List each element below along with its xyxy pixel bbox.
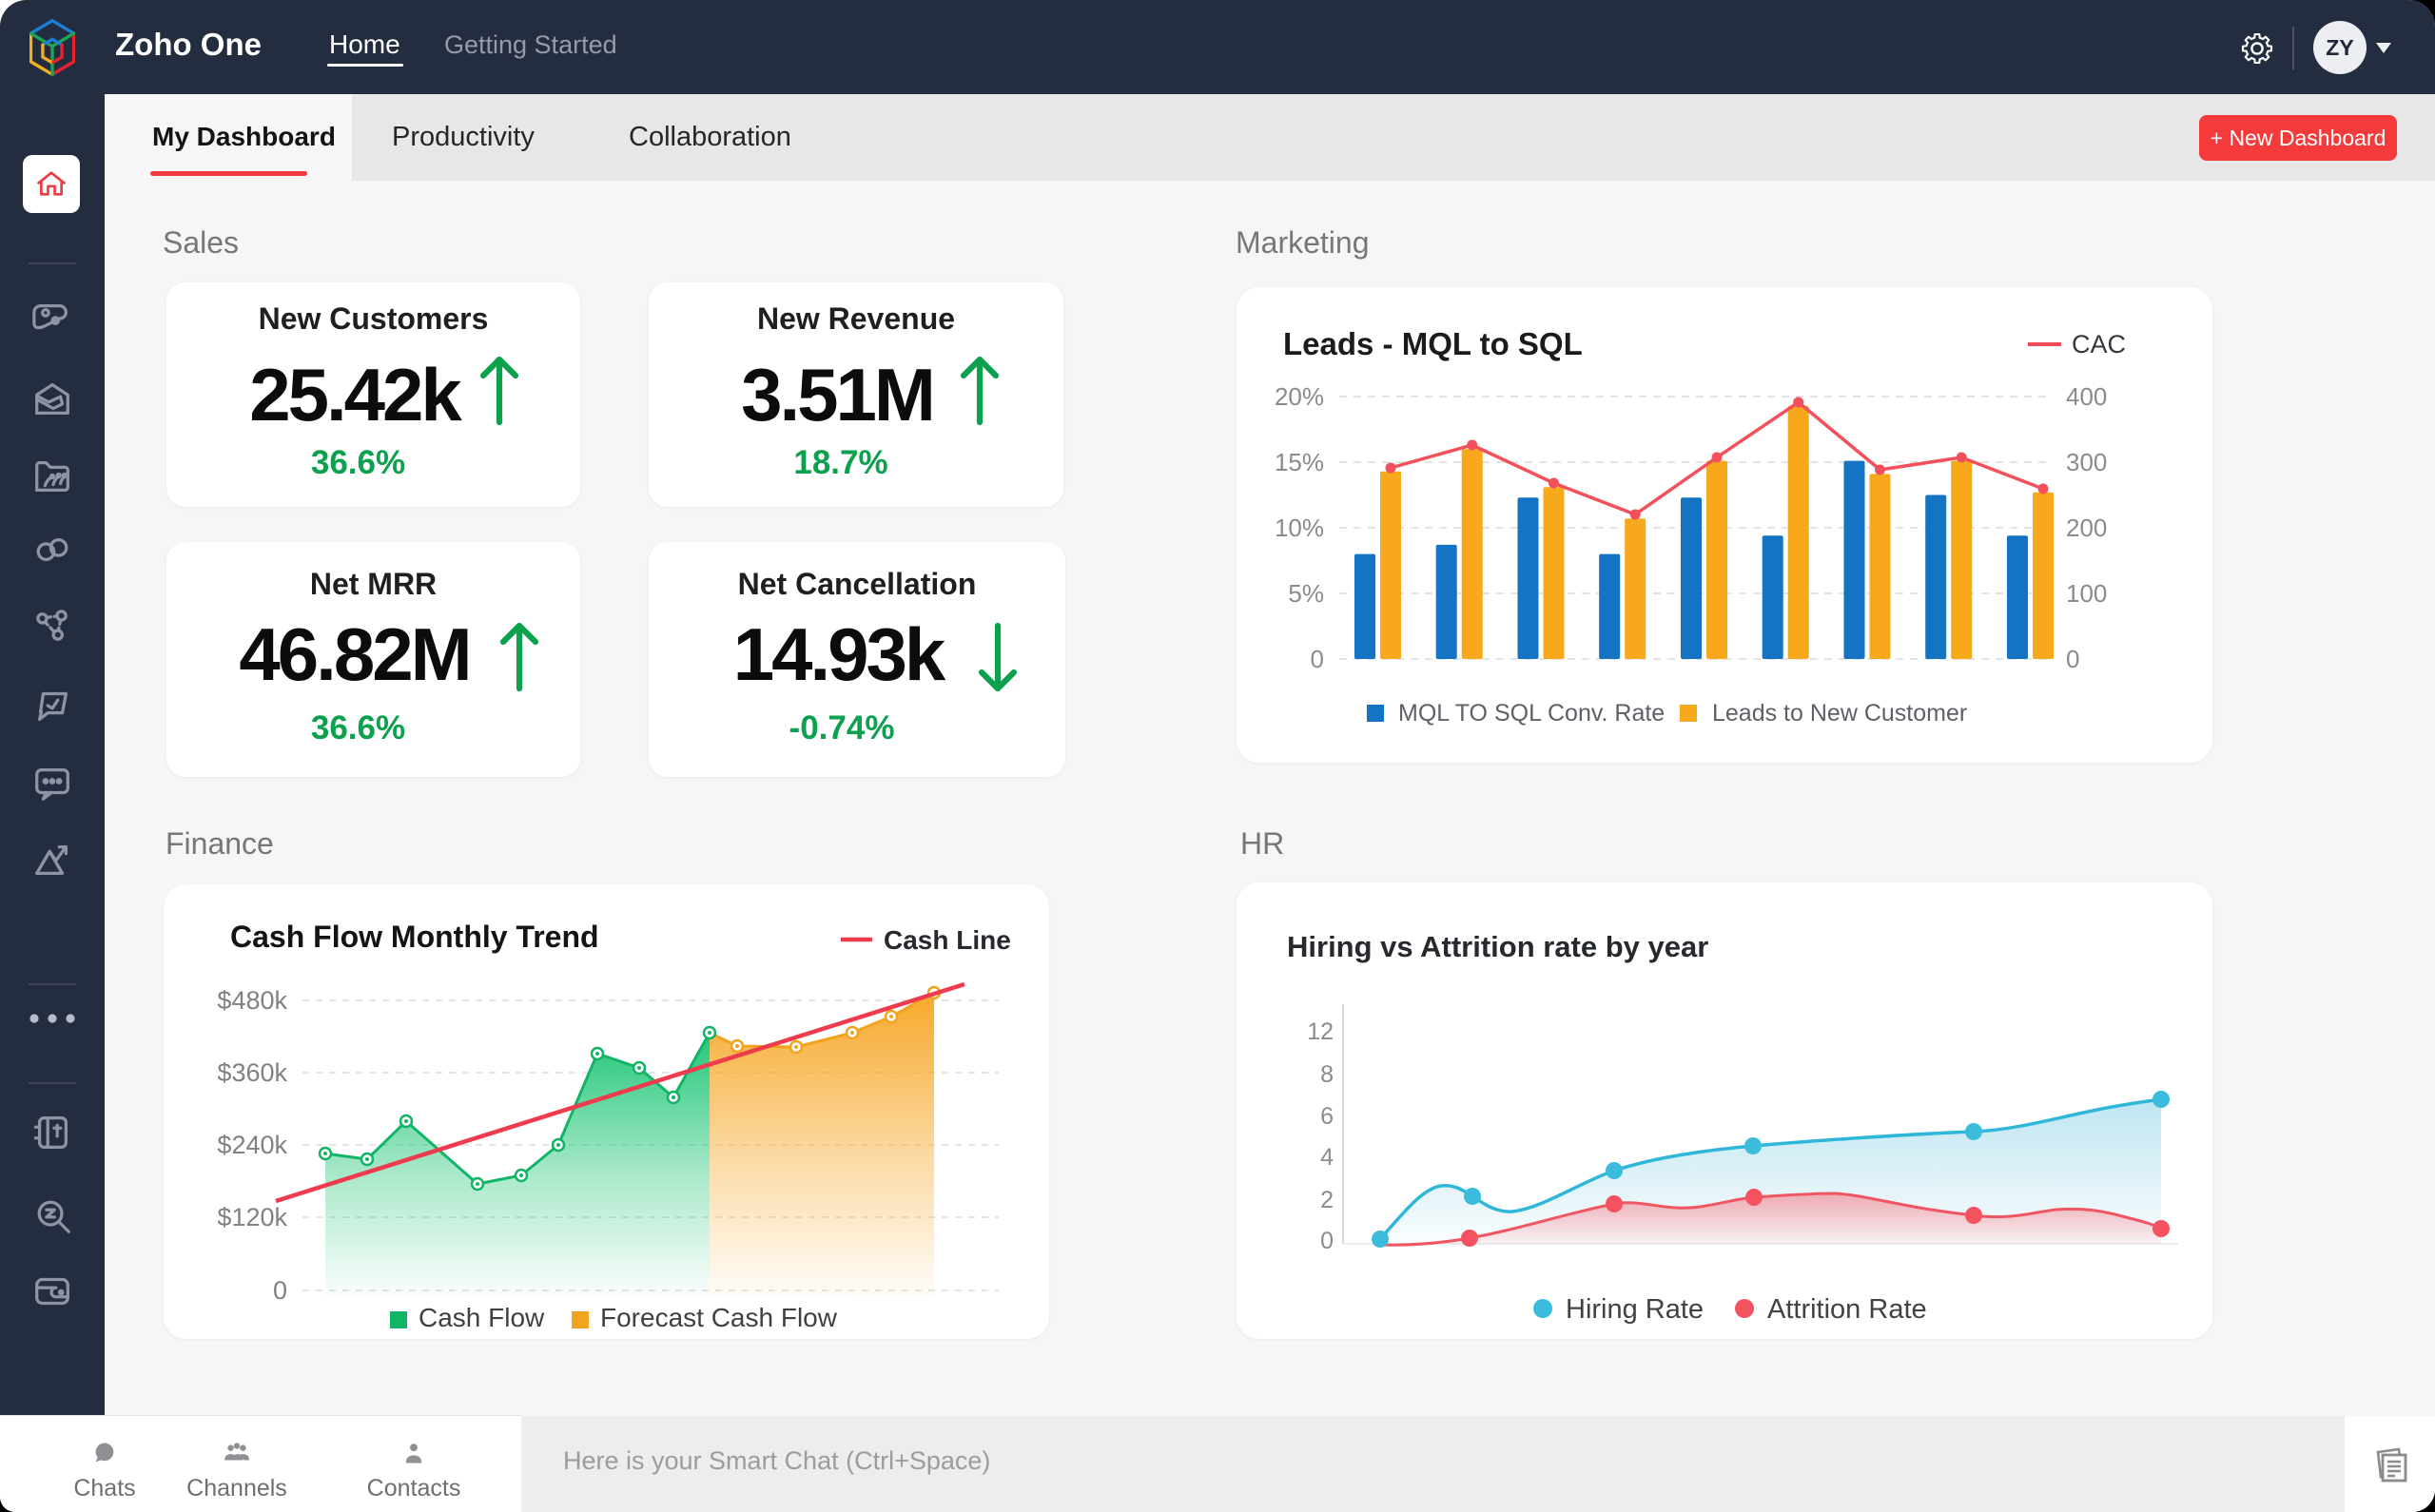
svg-text:10%: 10% (1275, 514, 1324, 542)
svg-text:Hiring Rate: Hiring Rate (1566, 1294, 1704, 1325)
svg-text:CAC: CAC (2072, 330, 2126, 359)
svg-text:Forecast Cash Flow: Forecast Cash Flow (600, 1303, 838, 1332)
svg-text:0: 0 (1320, 1228, 1334, 1254)
svg-text:200: 200 (2066, 514, 2107, 542)
svg-text:$240k: $240k (217, 1131, 287, 1159)
svg-text:12: 12 (1307, 1018, 1334, 1045)
svg-text:2: 2 (1320, 1187, 1334, 1213)
svg-text:6: 6 (1320, 1103, 1334, 1130)
svg-text:Hiring vs Attrition rate by ye: Hiring vs Attrition rate by year (1287, 930, 1708, 963)
svg-text:4: 4 (1320, 1144, 1334, 1171)
svg-text:$120k: $120k (217, 1203, 287, 1231)
svg-text:Cash Flow: Cash Flow (419, 1303, 545, 1332)
svg-text:Attrition Rate: Attrition Rate (1767, 1294, 1927, 1325)
svg-text:Cash Flow Monthly Trend: Cash Flow Monthly Trend (230, 920, 599, 954)
svg-text:20%: 20% (1275, 382, 1324, 411)
svg-text:Leads to New Customer: Leads to New Customer (1712, 700, 1967, 727)
svg-text:100: 100 (2066, 579, 2107, 608)
svg-text:MQL TO SQL Conv. Rate: MQL TO SQL Conv. Rate (1398, 700, 1665, 727)
svg-text:5%: 5% (1288, 579, 1324, 608)
svg-text:0: 0 (1311, 645, 1324, 673)
svg-text:$360k: $360k (217, 1058, 287, 1087)
svg-text:0: 0 (2066, 645, 2079, 673)
svg-text:400: 400 (2066, 382, 2107, 411)
svg-text:8: 8 (1320, 1061, 1334, 1088)
svg-text:0: 0 (273, 1276, 287, 1305)
svg-text:Cash Line: Cash Line (884, 925, 1011, 955)
svg-text:300: 300 (2066, 448, 2107, 476)
svg-text:Leads - MQL to SQL: Leads - MQL to SQL (1283, 326, 1583, 361)
svg-text:$480k: $480k (217, 986, 287, 1015)
svg-text:15%: 15% (1275, 448, 1324, 476)
